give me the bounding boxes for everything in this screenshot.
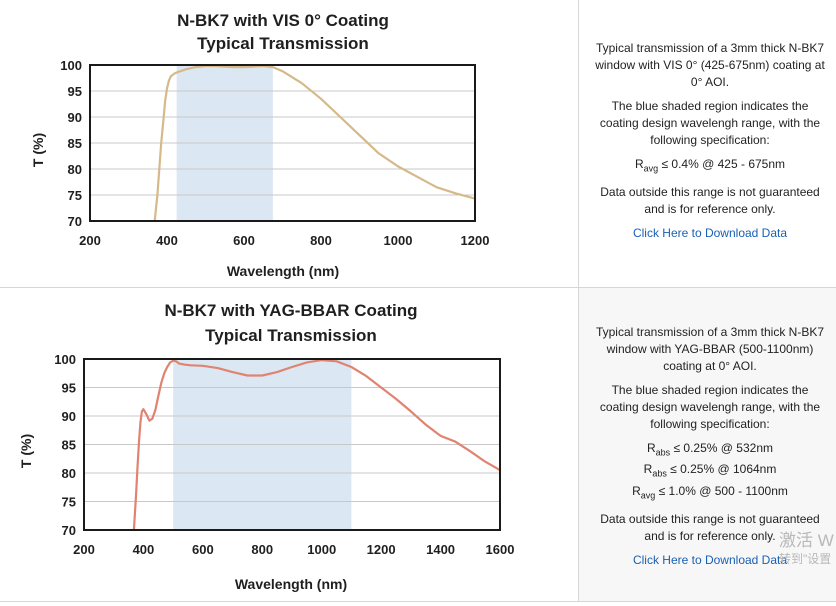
x-tick-label: 1200 — [367, 542, 396, 557]
disclaimer-text: Data outside this range is not guarantee… — [600, 185, 820, 217]
x-axis-label: Wavelength (nm) — [227, 263, 339, 279]
x-tick-label: 800 — [251, 542, 273, 557]
download-data-link[interactable]: Click Here to Download Data — [632, 226, 788, 241]
chart-vis-coating: N-BK7 with VIS 0° Coating Typical Transm… — [30, 11, 490, 279]
chart-subtitle: Typical Transmission — [205, 326, 377, 345]
spec-line: Ravg ≤ 0.4% @ 425 - 675nm — [634, 157, 786, 174]
chart-yag-bbar-coating: N-BK7 with YAG-BBAR Coating Typical Tran… — [18, 301, 515, 592]
transmission-line — [153, 64, 475, 221]
y-tick-label: 70 — [68, 214, 82, 229]
shaded-region-note: The blue shaded region indicates the coa… — [599, 99, 821, 147]
table-bottom-border — [0, 601, 836, 602]
chart-title: N-BK7 with VIS 0° Coating — [177, 11, 389, 30]
spec-line: Rabs ≤ 0.25% @ 532nm — [646, 441, 773, 458]
y-tick-label: 75 — [62, 495, 76, 510]
column-divider — [578, 288, 579, 601]
y-tick-label: 80 — [68, 162, 82, 177]
activation-watermark: 激活 W — [779, 531, 834, 550]
y-tick-label: 95 — [68, 84, 82, 99]
x-tick-label: 1000 — [307, 542, 336, 557]
download-data-link[interactable]: Click Here to Download Data — [632, 553, 788, 568]
spec-line: Ravg ≤ 1.0% @ 500 - 1100nm — [632, 483, 788, 501]
chart-title: N-BK7 with YAG-BBAR Coating — [164, 301, 417, 320]
x-tick-label: 1200 — [461, 233, 490, 248]
x-tick-label: 1600 — [486, 542, 515, 557]
y-tick-label: 90 — [68, 110, 82, 125]
y-tick-label: 85 — [62, 438, 76, 453]
x-tick-label: 200 — [79, 233, 101, 248]
y-tick-label: 95 — [62, 381, 76, 396]
disclaimer-text: Data outside this range is not guarantee… — [600, 512, 820, 544]
spec-list: Ravg ≤ 0.4% @ 425 - 675nm — [593, 156, 827, 177]
y-tick-label: 100 — [60, 58, 82, 73]
x-tick-label: 1400 — [426, 542, 455, 557]
x-axis-label: Wavelength (nm) — [235, 576, 347, 592]
y-tick-label: 90 — [62, 409, 76, 424]
spec-list: Rabs ≤ 0.25% @ 532nm Rabs ≤ 0.25% @ 1064n… — [593, 440, 827, 504]
x-tick-label: 400 — [156, 233, 178, 248]
transmission-line — [132, 359, 500, 530]
x-tick-label: 200 — [73, 542, 95, 557]
y-tick-label: 85 — [68, 136, 82, 151]
description-text: Typical transmission of a 3mm thick N-BK… — [595, 325, 825, 373]
table-row: N-BK7 with VIS 0° Coating Typical Transm… — [0, 0, 836, 287]
shaded-region-note: The blue shaded region indicates the coa… — [599, 383, 821, 431]
spec-line: Rabs ≤ 0.25% @ 1064nm — [643, 462, 777, 479]
plot-frame — [83, 358, 501, 531]
description-text: Typical transmission of a 3mm thick N-BK… — [595, 41, 825, 89]
y-axis-label: T (%) — [30, 133, 46, 167]
y-axis-label: T (%) — [18, 434, 34, 468]
chart-subtitle: Typical Transmission — [197, 34, 369, 53]
chart-cell: N-BK7 with VIS 0° Coating Typical Transm… — [0, 0, 578, 287]
row-divider — [0, 287, 836, 288]
x-tick-label: 600 — [192, 542, 214, 557]
plot-frame — [89, 64, 476, 222]
y-tick-label: 100 — [54, 352, 76, 367]
column-divider — [578, 0, 579, 287]
x-tick-label: 600 — [233, 233, 255, 248]
y-tick-label: 80 — [62, 466, 76, 481]
chart-cell: N-BK7 with YAG-BBAR Coating Typical Tran… — [0, 288, 578, 601]
activation-watermark-sub: 转到"设置 — [779, 552, 832, 566]
table-row: N-BK7 with YAG-BBAR Coating Typical Tran… — [0, 288, 836, 601]
description-block: Typical transmission of a 3mm thick N-BK… — [593, 40, 827, 249]
description-cell: Typical transmission of a 3mm thick N-BK… — [579, 0, 836, 287]
x-tick-label: 1000 — [384, 233, 413, 248]
description-block: Typical transmission of a 3mm thick N-BK… — [593, 324, 827, 576]
y-tick-label: 70 — [62, 523, 76, 538]
x-tick-label: 800 — [310, 233, 332, 248]
description-cell: Typical transmission of a 3mm thick N-BK… — [579, 288, 836, 601]
x-tick-label: 400 — [133, 542, 155, 557]
y-tick-label: 75 — [68, 188, 82, 203]
